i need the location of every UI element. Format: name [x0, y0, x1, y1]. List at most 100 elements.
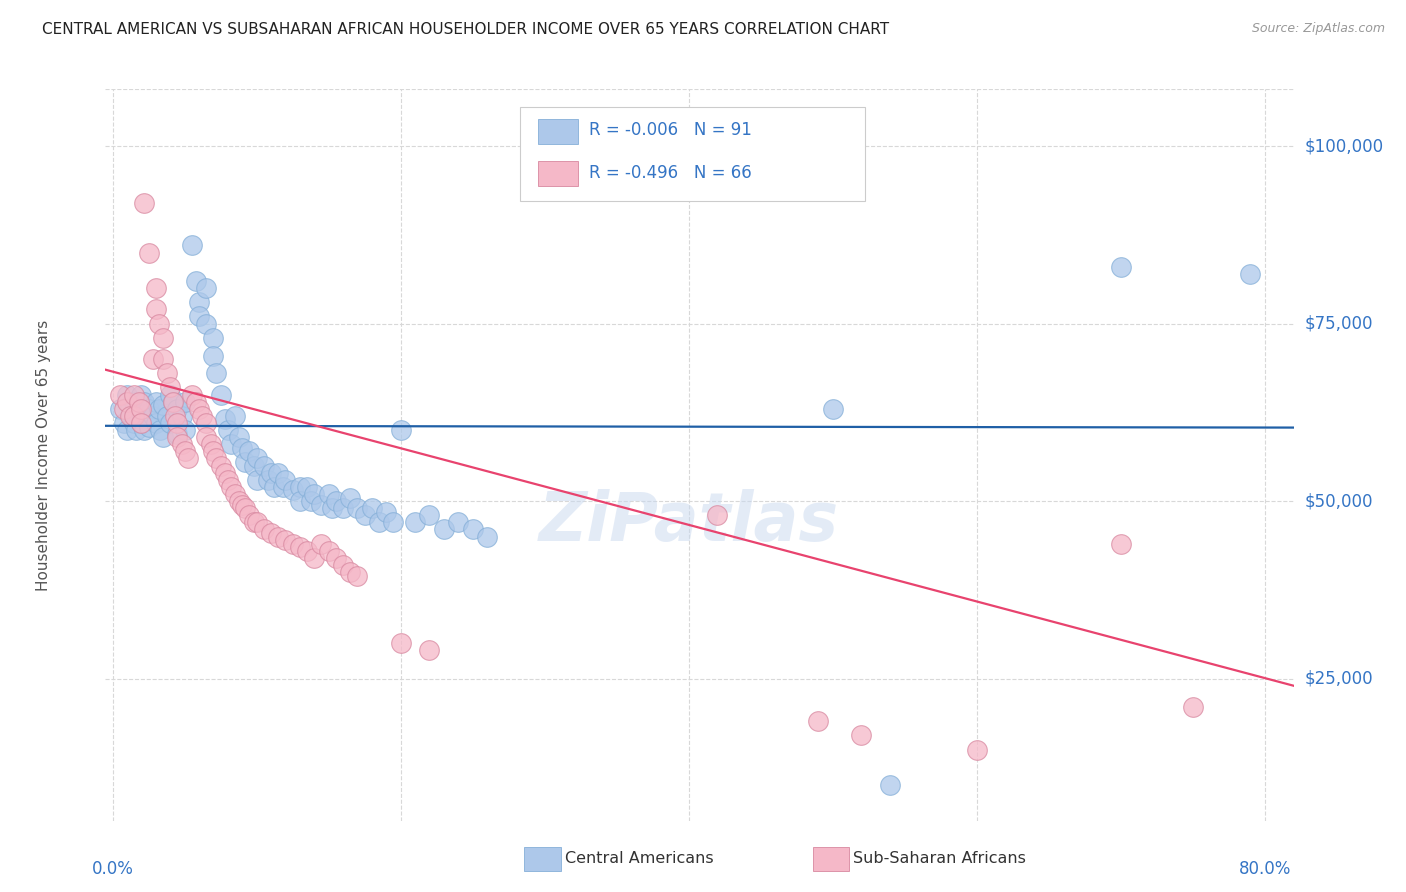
Text: R = -0.496   N = 66: R = -0.496 N = 66	[589, 164, 752, 182]
Point	[217, 473, 239, 487]
Point	[238, 508, 260, 523]
Point	[246, 516, 269, 530]
Point	[122, 416, 145, 430]
Point	[159, 416, 181, 430]
Point	[238, 444, 260, 458]
Point	[807, 714, 830, 729]
Point	[346, 568, 368, 582]
Text: Householder Income Over 65 years: Householder Income Over 65 years	[37, 319, 51, 591]
Point	[195, 416, 218, 430]
Point	[360, 501, 382, 516]
Point	[138, 245, 160, 260]
Point	[115, 394, 138, 409]
Point	[475, 530, 498, 544]
Point	[186, 394, 208, 409]
Point	[447, 516, 470, 530]
Point	[180, 238, 202, 252]
Point	[118, 409, 141, 423]
Point	[1239, 267, 1261, 281]
Point	[253, 458, 276, 473]
Point	[257, 473, 280, 487]
Text: $100,000: $100,000	[1305, 137, 1384, 155]
Point	[131, 416, 153, 430]
Point	[125, 423, 148, 437]
Point	[149, 423, 172, 437]
Point	[1181, 700, 1204, 714]
Point	[138, 419, 160, 434]
Point	[173, 394, 195, 409]
Point	[228, 494, 250, 508]
Point	[375, 505, 398, 519]
Point	[260, 466, 283, 480]
Text: R = -0.006   N = 91: R = -0.006 N = 91	[589, 121, 752, 139]
Point	[288, 540, 311, 554]
Point	[122, 387, 145, 401]
Point	[170, 437, 193, 451]
Point	[142, 409, 165, 423]
Point	[115, 387, 138, 401]
Text: $75,000: $75,000	[1305, 315, 1374, 333]
Point	[134, 195, 156, 210]
Point	[274, 473, 297, 487]
Text: 80.0%: 80.0%	[1239, 860, 1291, 878]
Point	[879, 778, 901, 792]
Point	[118, 398, 141, 412]
Point	[205, 366, 228, 380]
Point	[246, 451, 269, 466]
Point	[368, 516, 391, 530]
Point	[304, 550, 326, 565]
Point	[112, 401, 135, 416]
Point	[156, 366, 179, 380]
Point	[134, 394, 156, 409]
Point	[166, 430, 188, 444]
Point	[433, 523, 456, 537]
Text: ZiPatlas: ZiPatlas	[538, 490, 839, 556]
Point	[821, 401, 844, 416]
Point	[311, 498, 333, 512]
Point	[288, 480, 311, 494]
Point	[214, 466, 236, 480]
Point	[353, 508, 375, 523]
Text: Source: ZipAtlas.com: Source: ZipAtlas.com	[1251, 22, 1385, 36]
Point	[706, 508, 728, 523]
Point	[346, 501, 368, 516]
Point	[148, 401, 170, 416]
Point	[138, 401, 160, 416]
Point	[202, 444, 225, 458]
Point	[115, 423, 138, 437]
Point	[152, 430, 174, 444]
Point	[173, 444, 195, 458]
Point	[152, 398, 174, 412]
Point	[304, 487, 326, 501]
Point	[966, 742, 988, 756]
Point	[267, 466, 290, 480]
Point	[209, 458, 232, 473]
Point	[202, 349, 225, 363]
Point	[191, 409, 214, 423]
Point	[299, 494, 322, 508]
Text: 0.0%: 0.0%	[91, 860, 134, 878]
Point	[260, 526, 283, 541]
Point	[145, 302, 167, 317]
Point	[145, 416, 167, 430]
Point	[224, 487, 246, 501]
Point	[253, 523, 276, 537]
Point	[170, 409, 193, 423]
Point	[166, 401, 188, 416]
Point	[231, 498, 253, 512]
Point	[404, 516, 426, 530]
Text: Central Americans: Central Americans	[565, 851, 714, 865]
Point	[214, 412, 236, 426]
Point	[332, 558, 354, 572]
Point	[295, 543, 318, 558]
Point	[339, 565, 361, 579]
Point	[224, 409, 246, 423]
Point	[281, 483, 304, 498]
Point	[166, 426, 188, 441]
Point	[382, 516, 405, 530]
Point	[166, 416, 188, 430]
Point	[173, 423, 195, 437]
Point	[389, 636, 412, 650]
Point	[242, 458, 264, 473]
Point	[159, 387, 181, 401]
